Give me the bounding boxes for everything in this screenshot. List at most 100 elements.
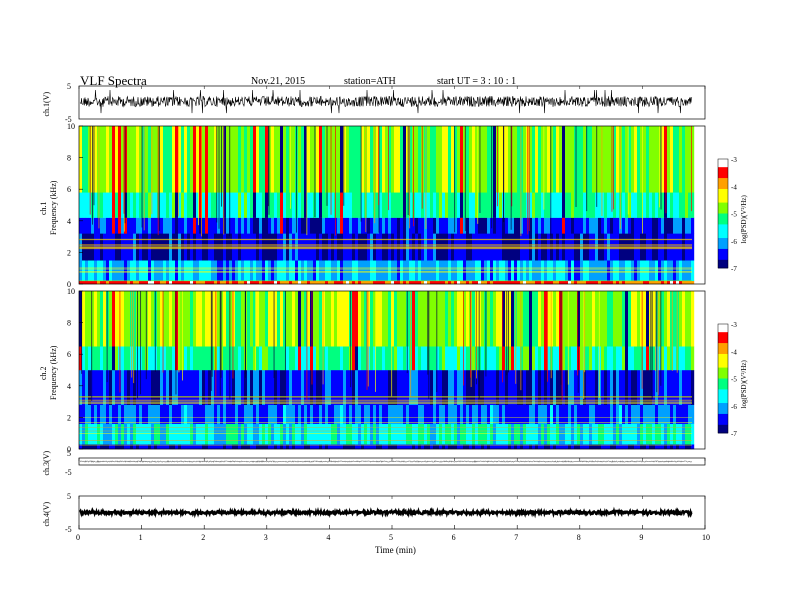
ch1-spectrogram-cell [295, 280, 299, 285]
ch2-spectrogram-cell [286, 291, 290, 347]
ch2-spectrogram-cell [283, 291, 287, 347]
ch2-spectrogram-cell [466, 370, 470, 405]
ch2-spectrogram-cell [541, 444, 545, 450]
ch2-spectrogram-cell [82, 404, 86, 424]
ch1-spectrogram-colorbar-cell [718, 175, 728, 179]
ch1-spectrogram-cell [157, 233, 161, 261]
ch2-spectrogram-cell [640, 291, 644, 347]
ch1-spectrogram-cell [163, 126, 167, 193]
ch2-spectrogram-cell [652, 370, 656, 405]
ch2-spectrogram-cell [640, 444, 644, 450]
ch2-spectrogram-cell [484, 444, 488, 450]
ch2-spectrogram-cell [601, 404, 605, 424]
ch1-spectrogram-cell [307, 280, 311, 285]
ch2-spectrogram-cell [232, 404, 236, 424]
ch2-spectrogram-cell [106, 370, 110, 405]
ch1-spectrogram-cell [547, 192, 551, 218]
ch2-spectrogram-cell [505, 423, 509, 445]
ch2-spectrogram-cell [523, 444, 527, 450]
ch2-spectrogram-cell [544, 404, 548, 424]
ch2-spectrogram-cell [619, 423, 623, 445]
ch1-spectrogram-cell [400, 126, 404, 193]
ch1-spectrogram-cell [496, 233, 500, 261]
ch2-spectrogram-cell [292, 444, 296, 450]
ch2-spectrogram-cell [355, 423, 359, 445]
ch2-spectrogram-cell [97, 346, 101, 371]
ch2-spectrogram-cell [511, 423, 515, 445]
ch2-spectrogram-cell [487, 404, 491, 424]
ch1-spectrogram-cell [232, 126, 236, 193]
ch2-spectrogram-cell [175, 370, 179, 405]
ch2-spectrogram-cell [460, 404, 464, 424]
ch1-spectrogram-cell [205, 233, 209, 261]
ch2-spectrogram-cell [487, 291, 491, 347]
ch1-spectrogram-cell [103, 260, 107, 282]
ch2-spectrogram-cell [598, 423, 602, 445]
ch2-spectrogram-cell [532, 444, 536, 450]
ch1-spectrogram-cell [304, 233, 308, 261]
ch1-spectrogram-cell [328, 260, 332, 282]
ch2-spectrogram-cell [301, 346, 305, 371]
ch2-spectrogram-cell [172, 404, 176, 424]
ch2-spectrogram-cell [454, 291, 458, 347]
ch1-spectrogram-cell [301, 192, 305, 218]
ch2-spectrogram-cell [367, 404, 371, 424]
ch2-spectrogram-cell [418, 423, 422, 445]
ch2-spectrogram-cell [382, 346, 386, 371]
ch2-spectrogram-cell [220, 423, 224, 445]
ch2-spectrogram-cell [331, 404, 335, 424]
ch1-spectrogram-cell [400, 192, 404, 218]
ch1-spectrogram-cell [247, 233, 251, 261]
ch1-spectrogram-cell [559, 192, 563, 218]
ch2-spectrogram-cell [130, 423, 134, 445]
ch1-spectrogram-cell [265, 217, 269, 234]
ch1-spectrogram-cell [367, 280, 371, 285]
ch1-spectrogram-cell [253, 260, 257, 282]
ch1-spectrogram-cell [547, 126, 551, 193]
ch1-spectrogram-cell [274, 217, 278, 234]
ch1-spectrogram-cell [82, 126, 86, 193]
ch1-spectrogram-cell [199, 280, 203, 285]
ch1-spectrogram-cell [319, 233, 323, 261]
ch2-spectrogram-cell [223, 404, 227, 424]
ch1-spectrogram-cell [544, 126, 548, 193]
ch2-spectrogram-cell [508, 291, 512, 347]
ch1-spectrogram-cell [259, 126, 263, 193]
ch1-spectrogram-cell [172, 280, 176, 285]
ch2-spectrogram-cell [676, 370, 680, 405]
ch1-spectrogram-cell [142, 217, 146, 234]
ch2-spectrogram-cell [256, 404, 260, 424]
ch2-spectrogram-cell [211, 404, 215, 424]
ch2-spectrogram-cell [130, 444, 134, 450]
ch1-spectrogram-cell [241, 260, 245, 282]
ch2-spectrogram-cell [520, 346, 524, 371]
ch2-spectrogram-cell [610, 291, 614, 347]
ch1-spectrogram-cell [205, 217, 209, 234]
ch1-spectrogram-cell [523, 233, 527, 261]
ch2-spectrogram-cell [439, 291, 443, 347]
ch2-spectrogram-cell [88, 346, 92, 371]
ch2-spectrogram-cell [286, 346, 290, 371]
ch1-spectrogram-cell [373, 217, 377, 234]
ch1-spectrogram-cell [538, 280, 542, 285]
ch2-spectrogram-cell [445, 444, 449, 450]
ch2-spectrogram-cell [361, 370, 365, 405]
ch1-spectrogram-cell [406, 233, 410, 261]
ch1-spectrogram-cell [196, 192, 200, 218]
ch2-spectrogram-cell [160, 404, 164, 424]
ch1-spectrogram-cell [331, 126, 335, 193]
ch2-spectrogram-cell [259, 423, 263, 445]
ch2-spectrogram-cell [511, 370, 515, 405]
ch1-spectrogram-cell [238, 280, 242, 285]
ch2-spectrogram-cell [397, 291, 401, 347]
ch1-spectrogram-cell [436, 280, 440, 285]
ch2-spectrogram-cell [439, 444, 443, 450]
ch2-spectrogram-cell [442, 291, 446, 347]
ch1-spectrogram-cell [646, 192, 650, 218]
ch2-spectrogram-cell [118, 423, 122, 445]
ch2-spectrogram-cell [625, 370, 629, 405]
ch2-spectrogram-cell [325, 370, 329, 405]
ch2-spectrogram-cell [187, 404, 191, 424]
ch2-spectrogram-cell [598, 404, 602, 424]
